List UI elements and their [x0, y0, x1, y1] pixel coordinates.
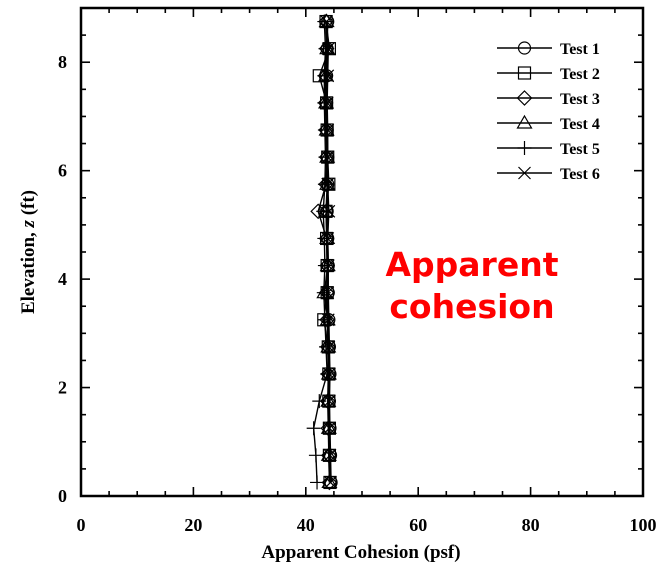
data-point: [321, 150, 335, 164]
data-point: [322, 340, 336, 354]
data-point: [320, 392, 337, 407]
legend-marker: [517, 141, 532, 155]
data-point: [318, 41, 333, 56]
data-point: [320, 15, 334, 28]
series-test-5: [306, 14, 335, 490]
legend-marker: [516, 90, 533, 106]
y-tick-label: 6: [58, 161, 67, 181]
y-tick-label: 4: [58, 269, 67, 289]
data-point: [322, 367, 336, 381]
data-point: [317, 258, 332, 273]
y-axis-title: Elevation, z (ft): [18, 190, 39, 314]
x-axis-title: Apparent Cohesion (psf): [261, 542, 460, 563]
data-point: [319, 176, 336, 190]
legend-label: Test 6: [560, 166, 600, 183]
data-point: [308, 448, 323, 463]
data-point: [324, 476, 337, 489]
data-point: [317, 94, 335, 109]
axis-ticks: [80, 7, 644, 497]
data-point: [321, 259, 335, 272]
data-point: [319, 339, 334, 354]
data-point: [321, 286, 335, 300]
data-point: [318, 13, 334, 30]
data-point: [319, 311, 336, 328]
data-point: [318, 230, 335, 247]
data-point: [321, 123, 335, 137]
data-point: [320, 96, 334, 110]
y-tick-label: 2: [58, 378, 67, 398]
data-point: [323, 448, 337, 462]
legend-label: Test 1: [560, 41, 600, 58]
legend-label: Test 2: [560, 66, 600, 83]
data-point: [318, 121, 335, 136]
x-tick-label: 0: [77, 515, 86, 535]
data-point: [321, 474, 338, 489]
data-point: [322, 204, 336, 218]
x-tick-label: 60: [409, 515, 427, 535]
plot-frame: [79, 6, 645, 498]
data-point: [317, 95, 332, 110]
y-tick-label: 0: [58, 486, 67, 506]
data-point: [317, 68, 332, 83]
series-test-6: [320, 15, 337, 489]
data-point: [319, 339, 336, 355]
data-point: [322, 421, 336, 435]
legend-marker: [518, 166, 531, 180]
data-point: [320, 367, 335, 381]
legend-item: Test 3: [497, 90, 600, 108]
legend-marker: [517, 66, 532, 80]
series-layer: [306, 13, 338, 491]
annotation-line-2: cohesion: [389, 287, 554, 326]
x-tick-label: 100: [630, 515, 657, 535]
data-point: [322, 394, 336, 408]
legend-label: Test 4: [560, 116, 600, 133]
data-point: [306, 421, 321, 436]
tick-labels: 0 20 40 60 80 100 0 2 4 6 8: [58, 52, 657, 535]
data-point: [317, 14, 332, 29]
legend-item: Test 5: [497, 141, 600, 158]
data-point: [318, 150, 333, 165]
data-point: [321, 42, 335, 56]
y-tick-label: 8: [58, 52, 67, 72]
data-point: [317, 312, 332, 327]
legend-item: Test 1: [497, 41, 600, 58]
legend-marker: [516, 114, 533, 129]
legend-item: Test 4: [497, 114, 600, 133]
data-point: [312, 394, 327, 409]
data-point: [321, 177, 335, 191]
data-point: [319, 40, 336, 55]
data-point: [320, 447, 337, 461]
data-point: [316, 204, 331, 219]
series-line: [325, 21, 332, 483]
data-point: [310, 475, 325, 490]
data-point: [317, 231, 332, 246]
annotation-line-1: Apparent: [386, 245, 559, 284]
legend-label: Test 3: [560, 91, 600, 108]
y-axis-title-prefix: Elevation,: [18, 227, 39, 314]
data-point: [321, 232, 335, 245]
y-axis-title-variable: z: [18, 219, 39, 228]
legend-label: Test 5: [560, 141, 600, 158]
x-tick-label: 80: [522, 515, 540, 535]
legend-item: Test 6: [497, 166, 600, 183]
legend: Test 1 Test 2 Test 3 Test 4 Test 5 Test 6: [497, 41, 600, 183]
legend-marker: [517, 41, 532, 55]
data-point: [321, 474, 338, 491]
data-point: [321, 69, 335, 83]
data-point: [317, 177, 332, 192]
x-tick-label: 20: [184, 515, 202, 535]
y-axis-title-suffix: (ft): [18, 190, 39, 220]
legend-item: Test 2: [497, 66, 600, 83]
data-point: [321, 313, 335, 327]
x-tick-label: 40: [297, 515, 315, 535]
data-point: [317, 123, 332, 137]
